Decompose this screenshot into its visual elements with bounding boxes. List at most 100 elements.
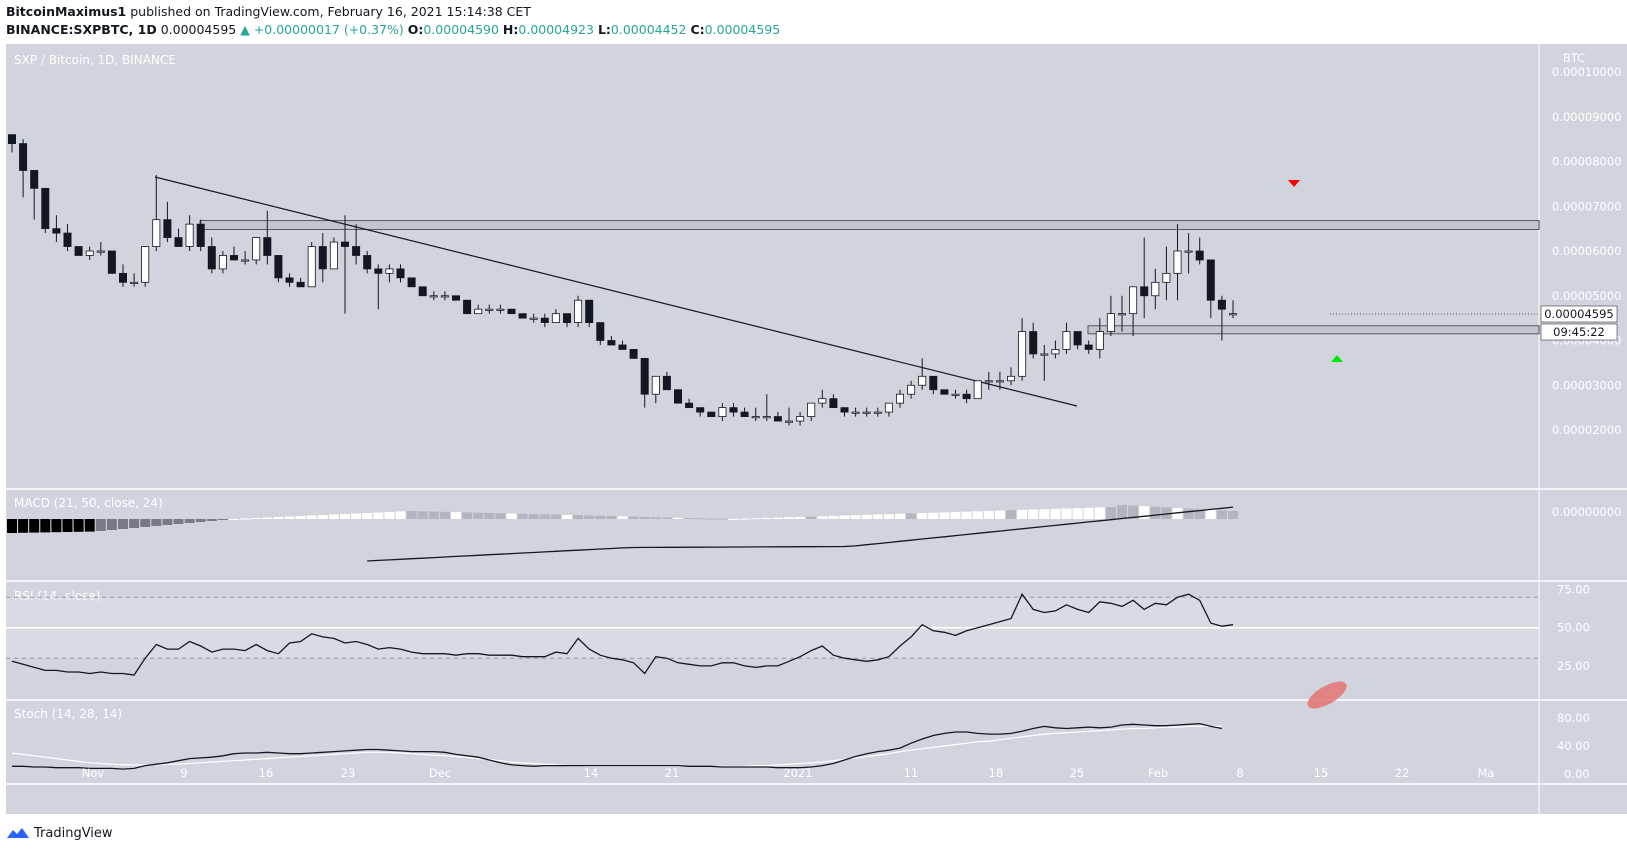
macd-bar <box>850 515 861 519</box>
candle <box>984 371 993 390</box>
macd-bar <box>473 512 484 519</box>
candle <box>207 237 216 274</box>
macd-bar <box>462 512 473 519</box>
candle <box>1040 344 1049 381</box>
candle-body <box>1073 331 1082 346</box>
time-tick-label: 15 <box>1314 766 1329 780</box>
candle <box>873 407 882 417</box>
candle-body <box>1206 259 1215 301</box>
candle <box>107 250 116 274</box>
candle-body <box>185 223 194 247</box>
candle <box>685 398 694 409</box>
candle-body <box>274 255 283 279</box>
candle <box>1007 367 1016 386</box>
macd-bar <box>939 512 950 519</box>
symbol-label: BINANCE:SXPBTC, 1D <box>6 22 157 37</box>
macd-bar <box>806 516 817 519</box>
resistance-zone[interactable] <box>199 220 1540 231</box>
macd-bar <box>206 519 217 521</box>
candle-body <box>418 286 427 297</box>
candle-body <box>1173 250 1182 274</box>
time-tick-label: 25 <box>1070 766 1085 780</box>
candle-body <box>1029 331 1038 355</box>
candle <box>785 407 794 426</box>
candle <box>896 389 905 408</box>
descending-trendline[interactable] <box>154 176 1078 407</box>
macd-bar <box>517 513 528 519</box>
macd-bar <box>340 514 350 519</box>
candle-body <box>1062 331 1071 350</box>
macd-bar <box>1150 506 1161 519</box>
candle <box>1184 233 1193 274</box>
macd-bar <box>895 513 905 519</box>
candle-body <box>429 295 438 298</box>
macd-bar <box>306 515 317 519</box>
macd-bar <box>828 515 839 519</box>
candle-body <box>285 277 294 283</box>
candle <box>307 242 316 288</box>
macd-bar <box>428 511 439 519</box>
high-value: 0.00004923 <box>518 22 594 37</box>
macd-bar <box>584 515 595 519</box>
candle <box>1206 259 1215 319</box>
candle <box>629 349 638 359</box>
candle <box>674 389 683 404</box>
macd-bar <box>262 517 273 519</box>
time-tick-label: Dec <box>429 766 451 780</box>
candle <box>229 246 238 261</box>
candle <box>951 389 960 399</box>
time-tick-label: 18 <box>989 766 1004 780</box>
candle-body <box>818 398 827 404</box>
chart-area[interactable]: SXP / Bitcoin, 1D, BINANCE MACD (21, 50,… <box>0 44 1627 814</box>
candle-body <box>1140 286 1149 297</box>
candle <box>296 277 305 288</box>
candle-body <box>540 317 549 323</box>
candle-body <box>252 237 261 261</box>
time-tick-label: 8 <box>1236 766 1243 780</box>
candle <box>585 299 594 328</box>
candle <box>818 389 827 408</box>
candle-body <box>352 246 361 256</box>
candle <box>74 246 83 256</box>
macd-bar <box>784 517 794 519</box>
candle <box>241 251 250 265</box>
stoch-tick-label: 40.00 <box>1557 739 1590 753</box>
macd-bar <box>1228 511 1238 519</box>
candle-body <box>929 375 938 391</box>
candle-body <box>107 250 116 274</box>
candle <box>796 412 805 426</box>
candle <box>130 273 139 287</box>
footer-brand[interactable]: TradingView <box>34 825 113 841</box>
candle <box>263 210 272 265</box>
candle <box>152 174 161 251</box>
macd-bar <box>1039 509 1050 519</box>
candle-body <box>1217 299 1226 310</box>
candle-body <box>241 259 250 262</box>
macd-bar <box>384 512 395 519</box>
macd-bar <box>961 511 972 519</box>
macd-bar <box>706 518 717 520</box>
time-tick-label: Ma <box>1478 766 1495 780</box>
support-zone[interactable] <box>1087 325 1540 335</box>
candle <box>740 407 749 417</box>
author-name[interactable]: BitcoinMaximus1 <box>6 4 127 19</box>
macd-bar <box>40 519 51 533</box>
chart-canvas[interactable]: SXP / Bitcoin, 1D, BINANCE MACD (21, 50,… <box>0 44 1627 814</box>
countdown-value: 09:45:22 <box>1553 325 1605 339</box>
macd-bar <box>1216 510 1227 519</box>
macd-bar <box>528 514 539 519</box>
macd-bar <box>950 512 961 519</box>
macd-bar <box>606 516 617 519</box>
time-tick-label: Nov <box>82 766 105 780</box>
macd-bar <box>18 519 29 533</box>
candle-body <box>807 402 816 417</box>
macd-bar <box>628 516 639 519</box>
candle <box>840 407 849 417</box>
chart-header: BitcoinMaximus1 published on TradingView… <box>0 0 1627 44</box>
price-tick-label: 0.00003000 <box>1552 378 1622 392</box>
high-label: H: <box>502 22 519 37</box>
candle-body <box>951 393 960 396</box>
candle <box>907 380 916 399</box>
current-price-value: 0.00004595 <box>1544 307 1614 321</box>
ohlc-line: BINANCE:SXPBTC, 1D 0.00004595 ▲ +0.00000… <box>6 22 780 37</box>
